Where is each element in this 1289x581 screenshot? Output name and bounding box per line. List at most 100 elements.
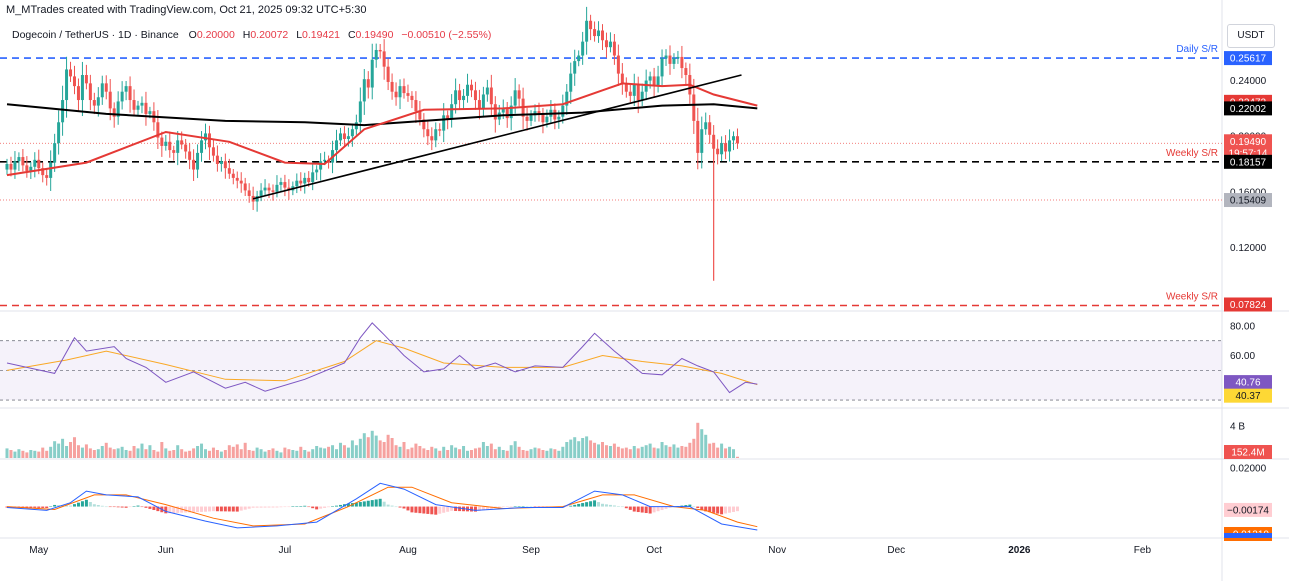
volume-bar bbox=[438, 450, 442, 458]
currency-selector[interactable]: USDT bbox=[1227, 24, 1275, 48]
macd-histogram-bar bbox=[223, 506, 227, 512]
price-axis-tick: 0.16000 bbox=[1230, 187, 1267, 198]
macd-histogram-bar bbox=[458, 506, 462, 512]
macd-histogram-bar bbox=[446, 506, 450, 512]
candle-body bbox=[589, 20, 593, 30]
volume-bar bbox=[21, 450, 25, 458]
candle-body bbox=[227, 168, 231, 174]
volume-bar bbox=[473, 448, 477, 458]
volume-bar bbox=[96, 449, 100, 458]
candle-body bbox=[593, 29, 597, 37]
candle-body bbox=[720, 143, 724, 155]
candle-body bbox=[597, 30, 601, 37]
macd-histogram-bar bbox=[680, 505, 684, 507]
last-price-tag: 0.19490 bbox=[1230, 137, 1267, 148]
volume-bar bbox=[323, 448, 327, 458]
macd-histogram-bar bbox=[319, 506, 323, 509]
candle-body bbox=[553, 109, 557, 120]
macd-histogram-bar bbox=[338, 504, 342, 507]
candle-body bbox=[501, 108, 505, 113]
macd-histogram-bar bbox=[624, 506, 628, 509]
open-label: O bbox=[188, 29, 197, 41]
volume-bar bbox=[299, 446, 303, 458]
candle-body bbox=[735, 136, 739, 144]
volume-bar bbox=[350, 440, 354, 458]
candle-body bbox=[366, 79, 370, 88]
volume-bar bbox=[608, 446, 612, 458]
candle-body bbox=[9, 164, 13, 170]
candle-body bbox=[370, 59, 374, 88]
macd-histogram-bar bbox=[712, 506, 716, 513]
time-axis-tick: Dec bbox=[887, 545, 905, 556]
volume-bar bbox=[537, 448, 541, 458]
macd-histogram-bar bbox=[104, 506, 108, 508]
candle-body bbox=[120, 91, 124, 102]
macd-histogram-bar bbox=[442, 506, 446, 513]
volume-bar bbox=[652, 447, 656, 458]
macd-histogram-bar bbox=[275, 506, 279, 508]
candle-body bbox=[601, 30, 604, 41]
macd-histogram-bar bbox=[469, 506, 473, 512]
volume-bar bbox=[541, 450, 545, 458]
macd-histogram-bar bbox=[354, 502, 358, 507]
volume-bar bbox=[442, 446, 446, 458]
candle-body bbox=[315, 169, 319, 173]
candle-body bbox=[446, 115, 450, 120]
sr-level-label: Weekly S/R bbox=[1166, 291, 1218, 302]
macd-histogram-bar bbox=[69, 505, 73, 507]
macd-histogram-bar bbox=[430, 506, 434, 515]
candle-body bbox=[426, 129, 430, 137]
macd-histogram-bar bbox=[144, 506, 148, 508]
macd-histogram-bar bbox=[156, 506, 160, 512]
candle-body bbox=[92, 100, 96, 106]
candle-body bbox=[477, 100, 481, 109]
macd-histogram-bar bbox=[636, 506, 640, 513]
macd-histogram-bar bbox=[80, 501, 84, 507]
volume-bar bbox=[557, 450, 561, 458]
volume-bar bbox=[593, 442, 597, 458]
macd-histogram-bar bbox=[211, 506, 215, 512]
volume-bar bbox=[112, 449, 116, 458]
volume-bar bbox=[120, 446, 124, 458]
candle-body bbox=[358, 101, 362, 123]
candle-body bbox=[231, 173, 235, 178]
candle-body bbox=[243, 183, 247, 191]
volume-bar bbox=[275, 450, 279, 458]
countdown-tag: 19:57:14 bbox=[1229, 148, 1268, 159]
candle-body bbox=[350, 129, 354, 137]
volume-bar bbox=[188, 450, 192, 458]
volume-bar bbox=[283, 447, 287, 458]
macd-histogram-bar bbox=[255, 506, 259, 508]
macd-histogram-bar bbox=[386, 504, 390, 507]
volume-bar bbox=[239, 449, 243, 458]
candle-body bbox=[247, 190, 251, 196]
macd-histogram-bar bbox=[517, 506, 521, 507]
rsi-line bbox=[6, 322, 758, 394]
volume-bar bbox=[458, 449, 462, 458]
volume-bar bbox=[521, 450, 525, 458]
macd-histogram-bar bbox=[660, 506, 664, 511]
candle-body bbox=[616, 55, 620, 74]
chart-credit: M_MTrades created with TradingView.com, … bbox=[6, 4, 367, 16]
candle-body bbox=[454, 90, 458, 105]
candle-body bbox=[259, 190, 263, 196]
candle-body bbox=[648, 76, 652, 81]
macd-histogram-bar bbox=[72, 504, 76, 507]
candle-body bbox=[136, 105, 140, 110]
candle-body bbox=[656, 76, 660, 87]
volume-bar bbox=[172, 450, 176, 458]
macd-histogram-bar bbox=[92, 504, 96, 507]
volume-bar bbox=[69, 442, 73, 458]
volume-bar bbox=[545, 450, 549, 458]
volume-bar bbox=[25, 452, 29, 458]
ascending-trendline bbox=[252, 74, 742, 200]
candle-body bbox=[37, 159, 41, 169]
macd-histogram-bar bbox=[612, 505, 616, 507]
candle-body bbox=[239, 180, 243, 184]
candle-body bbox=[45, 175, 49, 178]
candle-body bbox=[41, 168, 45, 176]
candle-body bbox=[378, 49, 382, 52]
candle-body bbox=[608, 41, 612, 48]
